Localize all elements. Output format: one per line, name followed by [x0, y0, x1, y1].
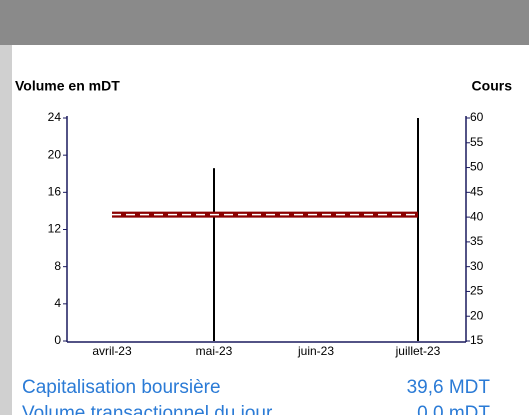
x-tick-label: mai-23 — [196, 344, 233, 358]
y2-tick-label: 25 — [470, 284, 484, 298]
y-tick-label: 24 — [48, 110, 62, 124]
y2-tick-label: 15 — [470, 333, 484, 347]
y2-tick-label: 20 — [470, 308, 484, 322]
y-tick-label: 8 — [54, 259, 61, 273]
y2-tick-label: 30 — [470, 259, 484, 273]
y-tick-label: 0 — [54, 333, 61, 347]
y2-tick-label: 40 — [470, 209, 484, 223]
top-band — [0, 0, 529, 45]
x-tick-label: avril-23 — [92, 344, 132, 358]
panel — [12, 45, 529, 415]
y2-tick-label: 50 — [470, 160, 484, 174]
y2-tick-label: 55 — [470, 135, 484, 149]
y-tick-label: 12 — [48, 222, 62, 236]
stat-label: Volume transactionnel du jour — [22, 403, 273, 415]
y2-tick-label: 45 — [470, 185, 484, 199]
y-tick-label: 20 — [48, 147, 62, 161]
stat-value: 39,6 MDT — [407, 377, 491, 398]
left-strip — [0, 45, 12, 415]
y2-tick-label: 35 — [470, 234, 484, 248]
y-tick-label: 4 — [54, 296, 61, 310]
y-axis-title: Volume en mDT — [15, 78, 120, 94]
y-tick-label: 16 — [48, 185, 62, 199]
volume-bar — [213, 168, 215, 341]
stat-label: Capitalisation boursière — [22, 377, 221, 398]
x-tick-label: juillet-23 — [395, 344, 441, 358]
x-tick-label: juin-23 — [297, 344, 334, 358]
y2-axis-title: Cours — [472, 78, 513, 94]
volume-bar — [417, 118, 419, 341]
y2-tick-label: 60 — [470, 110, 484, 124]
stat-value: 0,0 mDT — [417, 403, 490, 415]
